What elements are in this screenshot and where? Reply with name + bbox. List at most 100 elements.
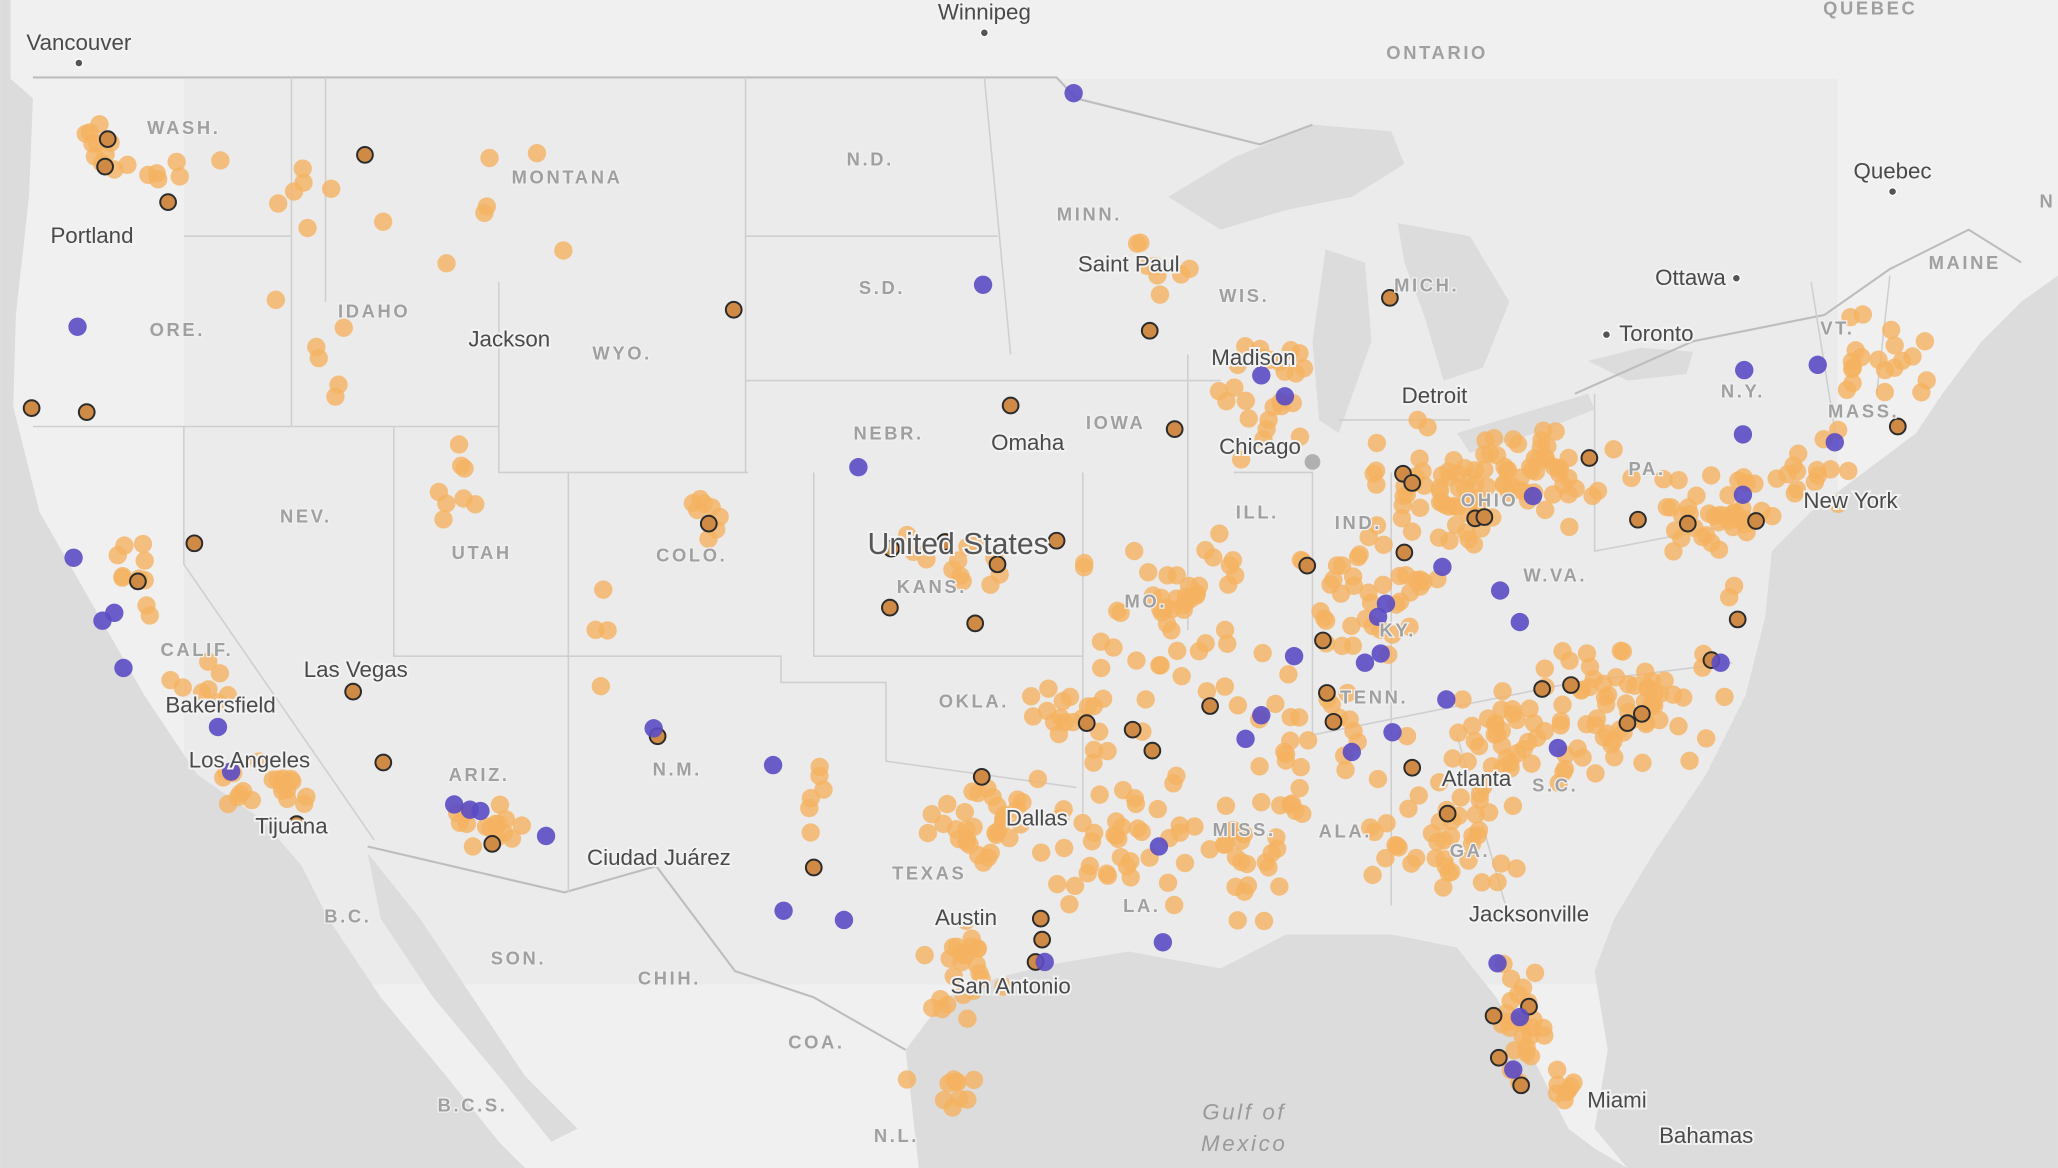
marker[interactable] xyxy=(1604,440,1623,459)
marker[interactable] xyxy=(1524,713,1544,733)
marker[interactable] xyxy=(1355,653,1375,672)
marker[interactable] xyxy=(1451,788,1470,807)
marker[interactable] xyxy=(1512,1076,1530,1095)
marker[interactable] xyxy=(1236,729,1255,749)
marker[interactable] xyxy=(1446,515,1466,535)
marker[interactable] xyxy=(1084,753,1103,772)
marker[interactable] xyxy=(1250,757,1269,776)
marker[interactable] xyxy=(80,123,100,142)
marker[interactable] xyxy=(1383,723,1402,742)
marker[interactable] xyxy=(1881,320,1901,340)
marker[interactable] xyxy=(344,682,362,701)
marker[interactable] xyxy=(1488,954,1507,973)
marker[interactable] xyxy=(644,719,663,738)
marker[interactable] xyxy=(955,802,975,822)
marker[interactable] xyxy=(964,981,983,1000)
marker[interactable] xyxy=(1488,872,1507,892)
marker[interactable] xyxy=(1286,801,1305,821)
marker[interactable] xyxy=(1853,305,1873,324)
marker[interactable] xyxy=(64,548,83,567)
marker[interactable] xyxy=(956,945,975,965)
marker[interactable] xyxy=(801,823,820,842)
marker[interactable] xyxy=(804,858,823,877)
marker[interactable] xyxy=(1497,461,1517,480)
marker[interactable] xyxy=(956,911,976,930)
marker[interactable] xyxy=(1618,714,1637,732)
marker[interactable] xyxy=(983,787,1002,807)
marker[interactable] xyxy=(374,753,393,772)
marker[interactable] xyxy=(1566,479,1585,498)
marker[interactable] xyxy=(1679,498,1698,517)
marker[interactable] xyxy=(1304,454,1321,470)
marker[interactable] xyxy=(1410,449,1429,468)
marker[interactable] xyxy=(960,835,979,855)
marker[interactable] xyxy=(1281,731,1300,750)
marker[interactable] xyxy=(1885,336,1904,355)
marker[interactable] xyxy=(1435,495,1455,515)
marker[interactable] xyxy=(437,254,456,273)
marker[interactable] xyxy=(763,755,783,775)
marker[interactable] xyxy=(329,375,348,394)
marker[interactable] xyxy=(1434,878,1453,897)
marker[interactable] xyxy=(1443,749,1462,768)
marker[interactable] xyxy=(68,317,87,336)
marker[interactable] xyxy=(1701,466,1721,485)
marker[interactable] xyxy=(1367,516,1387,535)
marker[interactable] xyxy=(1577,644,1597,663)
marker[interactable] xyxy=(1917,371,1936,390)
marker[interactable] xyxy=(1719,486,1738,505)
marker[interactable] xyxy=(1440,531,1459,550)
marker[interactable] xyxy=(1789,444,1808,463)
marker[interactable] xyxy=(1510,612,1530,632)
marker[interactable] xyxy=(1787,480,1807,499)
marker[interactable] xyxy=(964,1070,984,1090)
marker[interactable] xyxy=(536,826,556,846)
marker[interactable] xyxy=(944,967,963,986)
marker[interactable] xyxy=(834,910,854,930)
marker[interactable] xyxy=(1324,712,1343,731)
marker[interactable] xyxy=(1342,616,1361,636)
marker[interactable] xyxy=(1350,545,1369,564)
marker[interactable] xyxy=(1606,668,1626,687)
marker[interactable] xyxy=(1078,864,1097,883)
marker[interactable] xyxy=(1121,852,1140,871)
marker[interactable] xyxy=(1321,575,1340,594)
marker[interactable] xyxy=(22,399,41,418)
marker[interactable] xyxy=(1148,799,1167,819)
marker[interactable] xyxy=(93,611,112,630)
marker[interactable] xyxy=(699,514,718,533)
marker[interactable] xyxy=(1562,676,1580,694)
marker[interactable] xyxy=(915,945,934,965)
marker[interactable] xyxy=(1482,757,1502,776)
marker[interactable] xyxy=(1290,778,1309,798)
marker[interactable] xyxy=(938,794,957,814)
marker[interactable] xyxy=(1733,485,1753,504)
marker[interactable] xyxy=(1218,634,1237,653)
marker[interactable] xyxy=(1226,877,1245,897)
marker[interactable] xyxy=(1587,709,1607,728)
marker[interactable] xyxy=(118,155,137,175)
marker[interactable] xyxy=(463,837,483,856)
marker[interactable] xyxy=(1633,753,1652,773)
marker[interactable] xyxy=(1172,667,1191,686)
marker[interactable] xyxy=(1464,535,1484,554)
marker[interactable] xyxy=(1598,685,1618,705)
marker[interactable] xyxy=(1007,800,1027,819)
marker[interactable] xyxy=(882,539,901,558)
marker[interactable] xyxy=(1503,700,1522,719)
marker[interactable] xyxy=(1127,651,1146,670)
marker[interactable] xyxy=(1468,826,1487,845)
marker[interactable] xyxy=(1219,575,1238,594)
marker[interactable] xyxy=(1021,687,1041,706)
marker[interactable] xyxy=(1734,468,1753,487)
marker[interactable] xyxy=(1400,617,1419,636)
marker[interactable] xyxy=(185,534,204,553)
marker[interactable] xyxy=(1023,707,1043,726)
marker[interactable] xyxy=(1430,481,1450,501)
marker[interactable] xyxy=(1503,796,1523,816)
marker[interactable] xyxy=(774,901,793,920)
marker[interactable] xyxy=(96,157,114,176)
marker[interactable] xyxy=(1735,360,1754,380)
marker[interactable] xyxy=(1146,256,1165,276)
marker[interactable] xyxy=(1548,1075,1567,1094)
